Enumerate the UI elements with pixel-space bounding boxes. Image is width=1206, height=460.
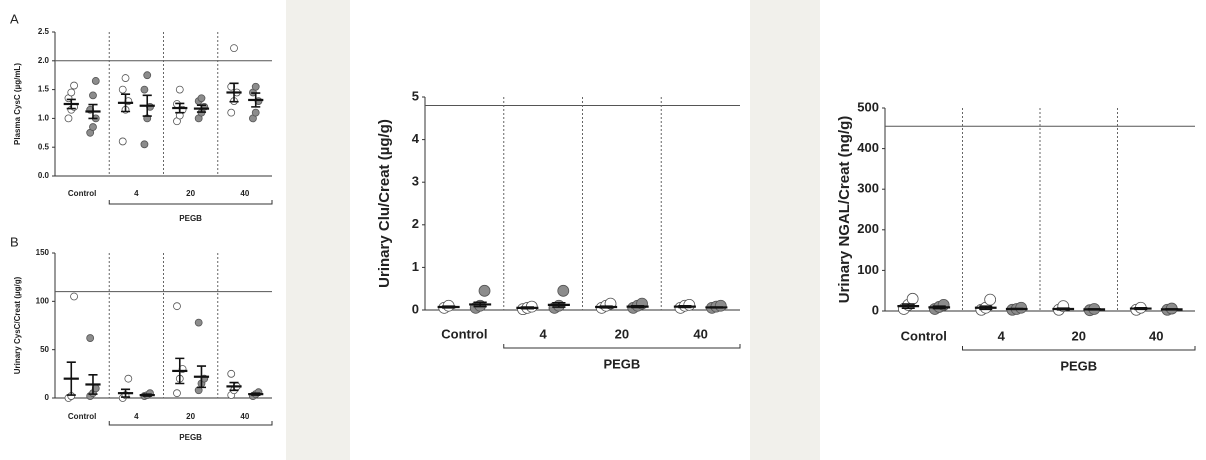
y-tick-label: 5 xyxy=(412,88,419,103)
y-axis-label: Urinary CysC/Creat (µg/g) xyxy=(13,276,22,374)
group-label: PEGB xyxy=(603,356,640,371)
y-tick-label: 1.0 xyxy=(38,114,50,123)
y-axis-label: Urinary Clu/Creat (µg/g) xyxy=(376,119,393,288)
data-point xyxy=(478,284,491,297)
x-tick-label: Control xyxy=(901,328,947,343)
data-point xyxy=(1015,301,1028,314)
x-tick-label: 40 xyxy=(1149,328,1163,343)
data-point xyxy=(194,318,203,327)
data-point xyxy=(197,94,206,103)
y-tick-label: 150 xyxy=(36,248,50,257)
x-tick-label: 20 xyxy=(186,412,195,421)
x-tick-label: 4 xyxy=(134,189,139,198)
gutter xyxy=(286,0,350,460)
group-label: PEGB xyxy=(179,433,202,442)
x-tick-label: 40 xyxy=(240,189,249,198)
data-point xyxy=(227,108,236,117)
data-point xyxy=(91,77,100,85)
y-tick-label: 0 xyxy=(412,301,419,316)
data-point xyxy=(67,88,76,97)
x-tick-label: 4 xyxy=(134,412,139,421)
group-bracket xyxy=(108,421,273,426)
data-point xyxy=(227,369,236,378)
panel-letter: B xyxy=(10,234,19,249)
y-axis-label: Plasma CysC (µg/mL) xyxy=(13,63,22,145)
y-tick-label: 0.5 xyxy=(38,142,50,151)
y-tick-label: 4 xyxy=(412,131,420,146)
data-point xyxy=(230,44,238,53)
data-point xyxy=(557,284,570,297)
y-tick-label: 400 xyxy=(857,140,879,155)
data-point xyxy=(118,85,127,94)
data-point xyxy=(173,302,181,311)
data-point xyxy=(906,292,919,305)
x-tick-label: 20 xyxy=(1072,328,1086,343)
y-tick-label: 0.0 xyxy=(38,171,50,180)
y-tick-label: 300 xyxy=(857,181,879,196)
y-tick-label: 1.5 xyxy=(38,85,50,94)
x-tick-label: 4 xyxy=(998,328,1006,343)
data-point xyxy=(89,91,97,100)
data-point xyxy=(140,140,149,149)
y-tick-label: 2 xyxy=(412,216,419,231)
y-tick-label: 50 xyxy=(40,345,49,354)
data-point xyxy=(714,299,727,312)
y-tick-label: 100 xyxy=(36,296,50,305)
data-point xyxy=(984,293,997,306)
group-bracket xyxy=(108,200,273,205)
y-tick-label: 200 xyxy=(857,221,879,236)
data-point xyxy=(70,292,78,301)
x-tick-label: 20 xyxy=(615,326,629,341)
data-point xyxy=(251,82,260,91)
y-tick-label: 500 xyxy=(857,99,879,114)
data-point xyxy=(64,114,73,123)
data-point xyxy=(121,74,130,82)
x-tick-label: 20 xyxy=(186,189,195,198)
data-point xyxy=(173,389,181,398)
y-tick-label: 100 xyxy=(857,262,879,277)
x-tick-label: 40 xyxy=(240,412,249,421)
y-tick-label: 2.0 xyxy=(38,56,50,65)
group-label: PEGB xyxy=(1060,358,1097,373)
x-tick-label: 40 xyxy=(693,326,707,341)
x-tick-label: Control xyxy=(68,412,96,421)
y-tick-label: 0 xyxy=(872,302,879,317)
y-axis-label: Urinary NGAL/Creat (ng/g) xyxy=(836,116,853,304)
data-point xyxy=(140,85,149,94)
y-tick-label: 1 xyxy=(412,259,419,274)
data-point xyxy=(124,374,133,383)
data-point xyxy=(143,71,152,80)
y-tick-label: 3 xyxy=(412,174,419,189)
group-label: PEGB xyxy=(179,214,202,223)
group-bracket xyxy=(962,346,1196,351)
y-tick-label: 0 xyxy=(45,393,50,402)
y-tick-label: 2.5 xyxy=(38,27,50,36)
data-point xyxy=(118,137,127,146)
data-point xyxy=(683,298,696,311)
panel-letter: A xyxy=(10,11,19,26)
group-bracket xyxy=(503,344,741,349)
x-tick-label: Control xyxy=(441,326,487,341)
x-tick-label: 4 xyxy=(540,326,548,341)
x-tick-label: Control xyxy=(68,189,96,198)
data-point xyxy=(86,334,95,342)
gutter xyxy=(750,0,820,460)
data-point xyxy=(175,85,184,94)
data-point xyxy=(89,123,97,131)
data-point xyxy=(251,108,260,117)
data-point xyxy=(70,81,78,90)
